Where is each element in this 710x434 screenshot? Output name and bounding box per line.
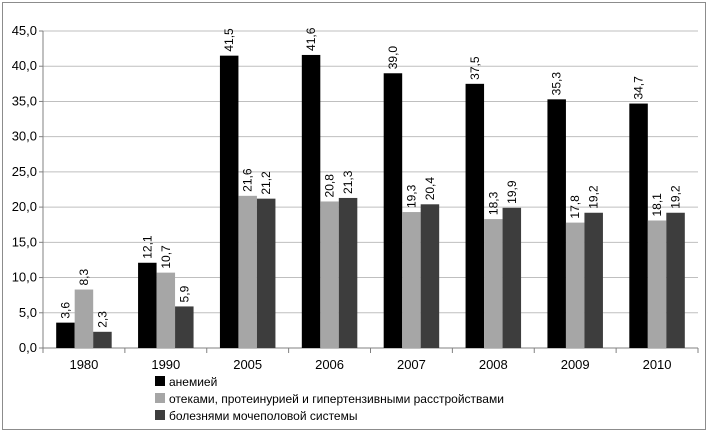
legend-label-series-3: болезнями мочеполовой системы xyxy=(169,409,357,423)
data-label: 39,0 xyxy=(386,46,400,70)
y-tick-label: 15,0 xyxy=(12,234,37,249)
x-category-label: 1990 xyxy=(151,357,180,372)
x-category-label: 2010 xyxy=(643,357,672,372)
x-category-label: 2005 xyxy=(233,357,262,372)
y-tick-label: 5,0 xyxy=(19,305,37,320)
data-label: 17,8 xyxy=(568,195,582,219)
data-label: 5,9 xyxy=(177,285,191,302)
bar-2009-series-1 xyxy=(547,99,566,348)
data-label: 35,3 xyxy=(550,72,564,96)
legend-label-series-2: отеками, протеинурией и гипертензивными … xyxy=(169,392,504,406)
bar-2007-series-3 xyxy=(420,204,440,348)
data-label: 41,6 xyxy=(304,27,318,51)
bar-1990-series-3 xyxy=(175,306,194,348)
data-label: 20,4 xyxy=(423,177,437,201)
bar-1980-series-2 xyxy=(74,289,94,348)
bar-2010-series-2 xyxy=(647,220,667,348)
bar-2005-series-2 xyxy=(238,195,257,348)
data-label: 10,7 xyxy=(159,245,173,269)
x-category-label: 1980 xyxy=(69,357,98,372)
bar-2006-series-2 xyxy=(320,201,339,348)
x-category-label: 2009 xyxy=(561,357,590,372)
bar-2009-series-3 xyxy=(584,212,603,348)
data-label: 18,3 xyxy=(486,191,500,215)
bar-2007-series-1 xyxy=(383,73,403,349)
data-label: 37,5 xyxy=(468,56,482,80)
bar-2008-series-3 xyxy=(502,207,522,348)
bar-2006-series-1 xyxy=(301,54,321,348)
bar-2009-series-2 xyxy=(565,222,585,348)
bar-2010-series-3 xyxy=(666,212,685,348)
data-label: 19,9 xyxy=(505,180,519,204)
legend-label-series-1: анемией xyxy=(169,375,217,389)
bar-2007-series-2 xyxy=(402,212,421,348)
bar-1980-series-3 xyxy=(93,331,112,348)
x-category-label: 2006 xyxy=(315,357,344,372)
data-label: 21,3 xyxy=(341,170,355,194)
legend-swatch-series-2 xyxy=(155,393,165,403)
x-category-label: 2008 xyxy=(479,357,508,372)
x-category-label: 2007 xyxy=(397,357,426,372)
y-tick-label: 45,0 xyxy=(12,23,37,38)
y-tick-label: 20,0 xyxy=(12,199,37,214)
bar-2008-series-2 xyxy=(484,219,503,348)
legend-swatch-series-3 xyxy=(155,410,165,420)
bar-2005-series-1 xyxy=(219,55,239,349)
bar-2006-series-3 xyxy=(338,197,358,348)
y-tick-label: 35,0 xyxy=(12,93,37,108)
y-tick-label: 25,0 xyxy=(12,164,37,179)
data-label: 18,1 xyxy=(650,193,664,217)
data-label: 20,8 xyxy=(323,174,337,198)
bar-2005-series-3 xyxy=(256,198,276,348)
data-label: 21,2 xyxy=(259,171,273,195)
bar-1980-series-1 xyxy=(56,322,75,348)
data-label: 19,2 xyxy=(669,185,683,209)
y-tick-label: 0,0 xyxy=(19,340,37,355)
data-label: 8,3 xyxy=(77,269,91,286)
data-label: 12,1 xyxy=(140,235,154,259)
y-tick-label: 10,0 xyxy=(12,270,37,285)
bar-2010-series-1 xyxy=(629,103,648,349)
bar-2008-series-1 xyxy=(465,83,485,348)
data-label: 34,7 xyxy=(632,76,646,100)
bar-1990-series-1 xyxy=(138,262,157,348)
data-label: 41,5 xyxy=(222,28,236,52)
data-label: 2,3 xyxy=(95,311,109,328)
legend-swatch-series-1 xyxy=(155,376,165,386)
data-label: 19,2 xyxy=(587,185,601,209)
data-label: 21,6 xyxy=(241,168,255,192)
y-tick-label: 30,0 xyxy=(12,129,37,144)
y-tick-label: 40,0 xyxy=(12,58,37,73)
bar-1990-series-2 xyxy=(156,272,176,348)
data-label: 3,6 xyxy=(58,302,72,319)
data-label: 19,3 xyxy=(404,184,418,208)
